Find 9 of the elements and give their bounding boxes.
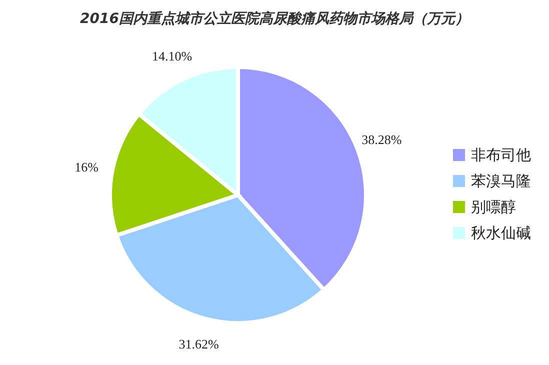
data-label: 14.10% <box>152 48 192 64</box>
data-label: 16% <box>74 160 99 175</box>
data-label: 31.62% <box>178 336 220 352</box>
legend-label: 别嘌醇 <box>471 196 516 218</box>
legend-label: 非布司他 <box>471 144 531 166</box>
legend-label: 苯溴马隆 <box>471 170 531 192</box>
data-label: 38.28% <box>362 132 402 148</box>
legend-label: 秋水仙碱 <box>471 222 531 244</box>
chart-title: 2016国内重点城市公立医院高尿酸痛风药物市场格局（万元） <box>79 10 470 29</box>
